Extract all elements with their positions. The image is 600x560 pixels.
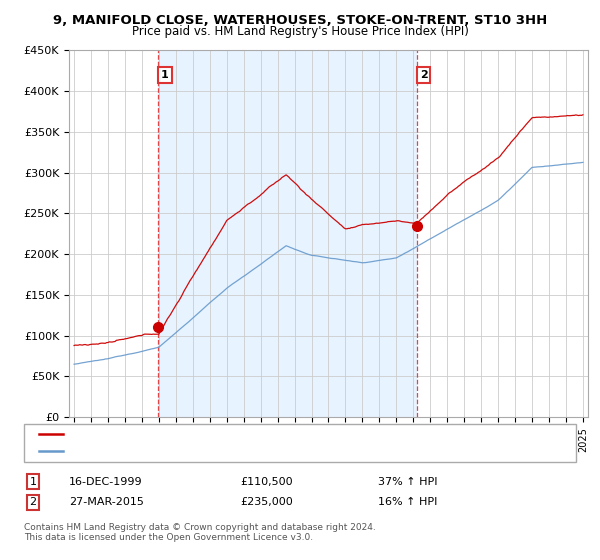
Text: 2: 2 <box>420 70 427 80</box>
Text: 2: 2 <box>29 497 37 507</box>
Text: 9, MANIFOLD CLOSE, WATERHOUSES, STOKE-ON-TRENT, ST10 3HH (detached house): 9, MANIFOLD CLOSE, WATERHOUSES, STOKE-ON… <box>69 429 511 439</box>
Text: Contains HM Land Registry data © Crown copyright and database right 2024.
This d: Contains HM Land Registry data © Crown c… <box>24 523 376 543</box>
Text: 27-MAR-2015: 27-MAR-2015 <box>69 497 144 507</box>
Text: £235,000: £235,000 <box>240 497 293 507</box>
Text: Price paid vs. HM Land Registry's House Price Index (HPI): Price paid vs. HM Land Registry's House … <box>131 25 469 38</box>
Text: 1: 1 <box>29 477 37 487</box>
Text: HPI: Average price, detached house, Staffordshire Moorlands: HPI: Average price, detached house, Staf… <box>69 446 387 456</box>
Text: 16% ↑ HPI: 16% ↑ HPI <box>378 497 437 507</box>
Text: 16-DEC-1999: 16-DEC-1999 <box>69 477 143 487</box>
Bar <box>158 50 417 417</box>
Text: 9, MANIFOLD CLOSE, WATERHOUSES, STOKE-ON-TRENT, ST10 3HH: 9, MANIFOLD CLOSE, WATERHOUSES, STOKE-ON… <box>53 14 547 27</box>
Text: 37% ↑ HPI: 37% ↑ HPI <box>378 477 437 487</box>
Text: 1: 1 <box>161 70 169 80</box>
Text: £110,500: £110,500 <box>240 477 293 487</box>
